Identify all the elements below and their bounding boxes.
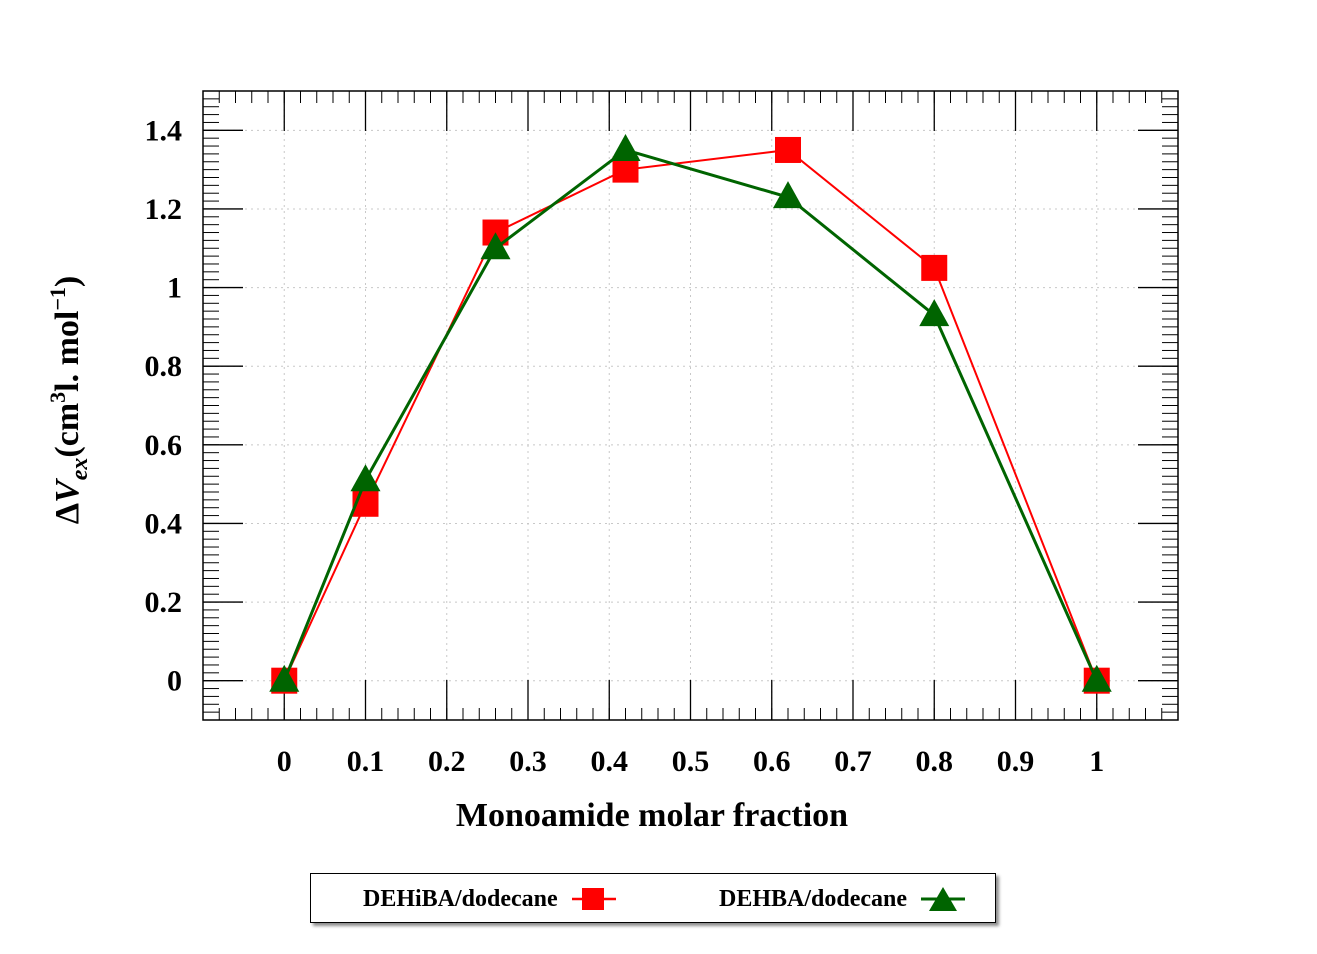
y-axis-label-unit-mid: l. mol xyxy=(49,311,86,392)
minor-ticks xyxy=(203,90,1178,721)
y-axis-label-sup1: 3 xyxy=(45,392,70,403)
y-tick-label: 0.8 xyxy=(145,350,183,383)
major-ticks xyxy=(203,91,1178,720)
y-axis-label-sup2: −1 xyxy=(45,287,70,311)
x-tick-label: 0.5 xyxy=(672,745,710,778)
y-tick-label: 0 xyxy=(167,665,182,698)
x-axis-label: Monoamide molar fraction xyxy=(456,797,848,834)
data-point-triangle xyxy=(773,181,803,209)
legend: DEHiBA/dodecane DEHBA/dodecane xyxy=(310,873,996,923)
y-tick-label: 0.6 xyxy=(145,429,183,462)
y-tick-label: 1.2 xyxy=(145,193,183,226)
legend-triangle-marker-icon xyxy=(921,887,966,911)
x-tick-label: 1 xyxy=(1089,745,1104,778)
y-axis-label-sub: ex xyxy=(67,458,93,481)
y-axis-label: ΔVex(cm3l. mol−1) xyxy=(45,276,93,525)
data-point-square xyxy=(775,136,801,163)
data-point-square xyxy=(921,254,948,281)
x-tick-labels: 0 0.1 0.2 0.3 0.4 0.5 0.6 0.7 0.8 0.9 1 xyxy=(277,745,1105,778)
legend-entry-dehiba: DEHiBA/dodecane xyxy=(363,874,618,924)
legend-entry-dehba: DEHBA/dodecane xyxy=(719,874,967,924)
y-tick-label: 1 xyxy=(167,272,182,305)
x-tick-label: 0.8 xyxy=(916,745,954,778)
data-point-triangle xyxy=(1081,664,1112,692)
x-tick-label: 0.3 xyxy=(509,745,547,778)
legend-square-marker-icon xyxy=(571,888,616,910)
x-tick-label: 0.6 xyxy=(753,745,791,778)
x-tick-label: 0.9 xyxy=(997,745,1035,778)
y-tick-label: 1.4 xyxy=(145,114,183,147)
y-axis-label-var: V xyxy=(49,478,86,503)
y-tick-labels: 0 0.2 0.4 0.6 0.8 1 1.2 1.4 xyxy=(145,114,183,697)
legend-label-dehiba: DEHiBA/dodecane xyxy=(363,885,558,912)
grid-lines xyxy=(203,91,1178,720)
x-tick-label: 0.2 xyxy=(428,745,466,778)
data-point-triangle xyxy=(480,232,511,260)
x-tick-label: 0.7 xyxy=(834,745,872,778)
x-tick-label: 0 xyxy=(277,745,292,778)
y-axis-label-prefix: Δ xyxy=(49,503,86,524)
plot-frame xyxy=(202,90,1179,721)
series-layer xyxy=(269,133,1112,694)
y-tick-label: 0.2 xyxy=(145,586,183,619)
data-point-triangle xyxy=(269,664,300,692)
y-axis-label-unit-open: (cm xyxy=(49,403,86,458)
y-axis-label-unit-close: ) xyxy=(49,276,86,287)
data-point-triangle xyxy=(919,299,950,327)
data-point-triangle xyxy=(610,133,641,161)
x-tick-label: 0.4 xyxy=(591,745,629,778)
y-tick-label: 0.4 xyxy=(145,507,183,540)
legend-label-dehba: DEHBA/dodecane xyxy=(719,885,908,912)
series-1 xyxy=(269,133,1112,692)
x-tick-label: 0.1 xyxy=(347,745,385,778)
data-point-triangle xyxy=(350,464,381,492)
